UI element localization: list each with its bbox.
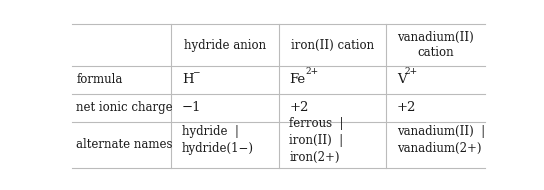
Text: Fe: Fe: [289, 73, 306, 86]
Text: 2+: 2+: [404, 67, 418, 76]
Text: ferrous  |
iron(II)  |
iron(2+): ferrous | iron(II) | iron(2+): [289, 117, 344, 164]
Text: 2+: 2+: [305, 67, 318, 76]
Text: net ionic charge: net ionic charge: [76, 101, 173, 114]
Text: hydride anion: hydride anion: [184, 39, 266, 52]
Text: −1: −1: [182, 101, 201, 114]
Text: −: −: [193, 67, 200, 76]
Text: hydride  |
hydride(1−): hydride | hydride(1−): [182, 125, 254, 155]
Text: formula: formula: [76, 73, 123, 86]
Text: vanadium(II)  |
vanadium(2+): vanadium(II) | vanadium(2+): [397, 125, 485, 155]
Text: H: H: [182, 73, 194, 86]
Text: +2: +2: [397, 101, 416, 114]
Text: vanadium(II)
cation: vanadium(II) cation: [398, 31, 474, 59]
Text: V: V: [397, 73, 406, 86]
Text: iron(II) cation: iron(II) cation: [291, 39, 374, 52]
Text: +2: +2: [289, 101, 308, 114]
Text: alternate names: alternate names: [76, 138, 173, 151]
